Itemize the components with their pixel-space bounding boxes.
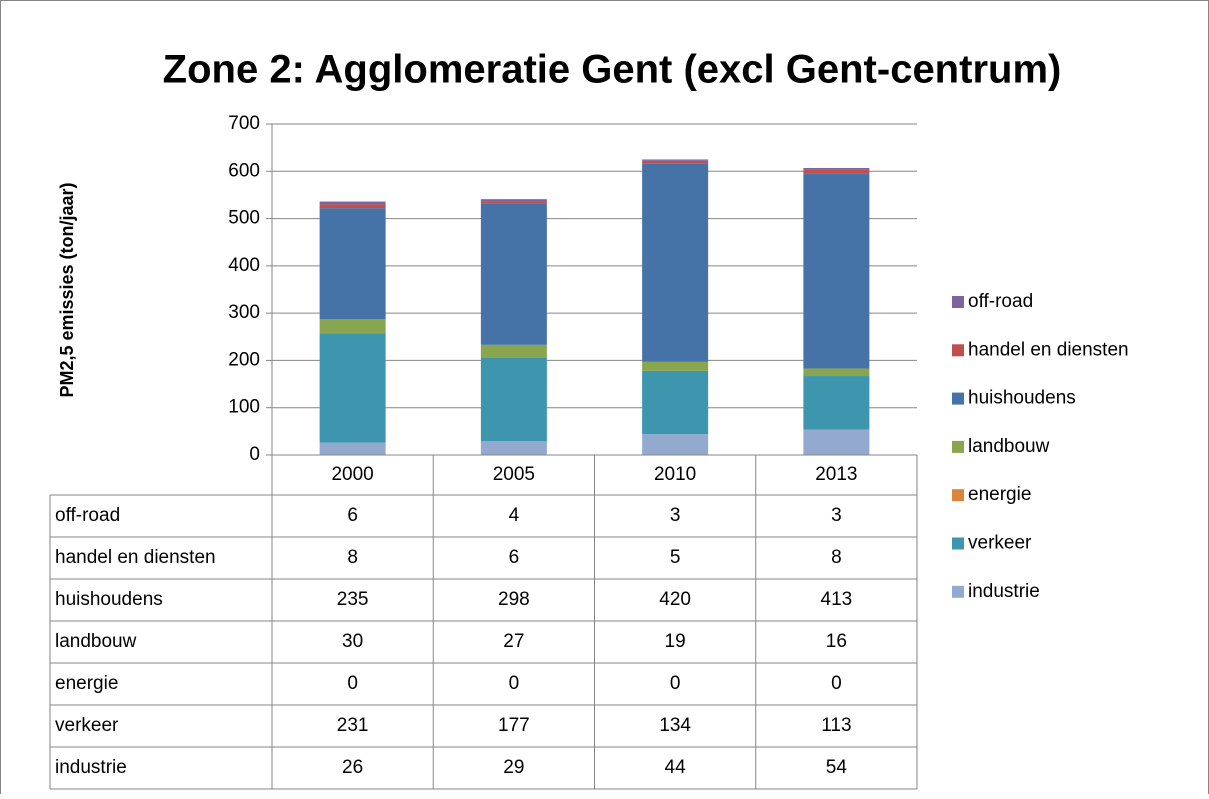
bar-segment xyxy=(319,208,386,320)
table-value: 298 xyxy=(498,589,530,610)
bar-segment xyxy=(803,173,870,369)
table-value: 134 xyxy=(659,715,691,736)
legend-label: off-road xyxy=(968,291,1033,312)
bar-segment xyxy=(642,370,709,435)
table-value: 420 xyxy=(659,589,691,610)
bar-segment xyxy=(642,163,709,362)
bar-segment xyxy=(480,441,547,455)
table-value: 6 xyxy=(509,547,520,568)
y-tick-label: 300 xyxy=(228,302,260,323)
y-tick-label: 200 xyxy=(228,349,260,370)
y-tick-label: 100 xyxy=(228,397,260,418)
bar-segment xyxy=(319,333,386,443)
table-value: 6 xyxy=(347,505,358,526)
table-row-label: handel en diensten xyxy=(55,547,216,568)
legend-swatch xyxy=(952,392,964,405)
bar-segment xyxy=(480,201,547,204)
table-value: 0 xyxy=(670,673,681,694)
table-value: 30 xyxy=(342,631,363,652)
table-row-label: verkeer xyxy=(55,715,119,736)
legend-swatch xyxy=(952,344,964,357)
table-value: 231 xyxy=(337,715,369,736)
bar-segment xyxy=(642,434,709,455)
table-row-label: off-road xyxy=(55,505,120,526)
table-row-label: industrie xyxy=(55,757,127,778)
table-row-label: energie xyxy=(55,673,118,694)
bar-segment xyxy=(803,429,870,455)
bar-segment xyxy=(319,442,386,455)
y-tick-label: 600 xyxy=(228,160,260,181)
bar-segment xyxy=(480,357,547,442)
table-value: 0 xyxy=(831,673,842,694)
bar-segment xyxy=(480,203,547,345)
chart-title: Zone 2: Agglomeratie Gent (excl Gent-cen… xyxy=(163,48,1062,92)
legend-label: landbouw xyxy=(968,436,1050,457)
legend-label: energie xyxy=(968,484,1031,505)
legend-swatch xyxy=(952,440,964,453)
table-value: 8 xyxy=(347,547,358,568)
bar-segment xyxy=(803,169,870,174)
bar-segment xyxy=(803,368,870,377)
table-value: 0 xyxy=(509,673,520,694)
y-tick-label: 700 xyxy=(228,113,260,134)
legend-swatch xyxy=(952,537,964,550)
table-value: 26 xyxy=(342,757,363,778)
table-value: 235 xyxy=(337,589,369,610)
table-value: 54 xyxy=(826,757,848,778)
legend-label: handel en diensten xyxy=(968,339,1129,360)
y-axis-label: PM2,5 emissies (ton/jaar) xyxy=(57,182,77,397)
x-tick-label: 2010 xyxy=(654,464,696,485)
table-value: 19 xyxy=(665,631,686,652)
table-value: 44 xyxy=(665,757,687,778)
bar-segment xyxy=(319,204,386,209)
legend-swatch xyxy=(952,585,964,598)
bar-segment xyxy=(642,361,709,371)
bar-segment xyxy=(480,344,547,358)
bar-segment xyxy=(642,159,709,161)
x-tick-label: 2005 xyxy=(493,464,535,485)
legend-label: huishoudens xyxy=(968,388,1076,409)
legend-label: industrie xyxy=(968,581,1040,602)
table-row-label: huishoudens xyxy=(55,589,163,610)
legend-swatch xyxy=(952,489,964,502)
table-value: 113 xyxy=(821,715,851,736)
table-value: 5 xyxy=(670,547,681,568)
legend-label: verkeer xyxy=(968,533,1032,554)
y-tick-label: 500 xyxy=(228,208,260,229)
table-value: 8 xyxy=(831,547,842,568)
bar-segment xyxy=(319,201,386,205)
y-tick-label: 400 xyxy=(228,255,260,276)
legend-swatch xyxy=(952,296,964,308)
table-value: 27 xyxy=(503,631,524,652)
table-value: 4 xyxy=(509,505,520,526)
table-value: 29 xyxy=(503,757,524,778)
table-value: 177 xyxy=(498,715,530,736)
bar-segment xyxy=(480,199,547,202)
bar-segment xyxy=(803,376,870,430)
x-tick-label: 2013 xyxy=(815,464,857,485)
x-tick-label: 2000 xyxy=(331,464,373,485)
table-value: 16 xyxy=(826,631,847,652)
table-row-label: landbouw xyxy=(55,631,137,652)
bar-segment xyxy=(642,160,709,164)
bar-segment xyxy=(319,319,386,334)
y-tick-label: 0 xyxy=(249,444,260,465)
table-value: 3 xyxy=(670,505,681,526)
bar-segment xyxy=(803,167,870,170)
table-value: 3 xyxy=(831,505,842,526)
table-value: 0 xyxy=(347,673,358,694)
table-value: 413 xyxy=(821,589,853,610)
